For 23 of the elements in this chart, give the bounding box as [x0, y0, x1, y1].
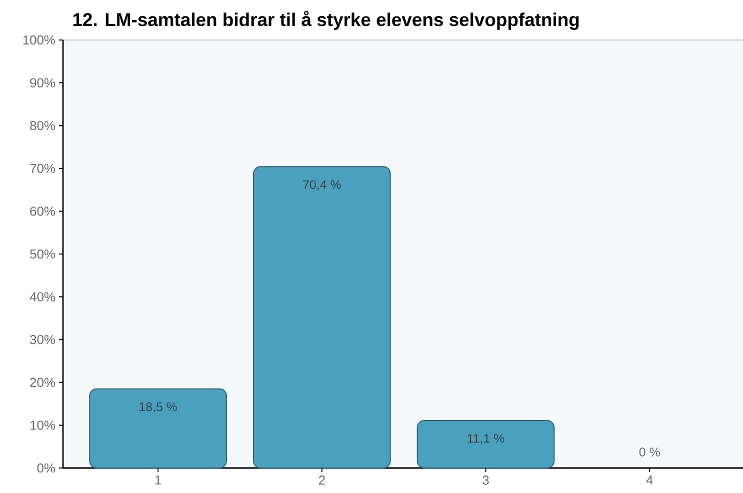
y-tick-label: 70%: [30, 164, 56, 173]
y-tick-label: 10%: [30, 420, 56, 430]
data-label: 11,1 %: [468, 434, 504, 444]
y-tick-label: 90%: [30, 78, 56, 88]
bar: [416, 420, 555, 468]
chart-title: 12. LM-samtalen bidrar til å styrke elevens selvoppfatning: [73, 10, 579, 30]
data-label: 18,5 %: [140, 402, 177, 413]
data-label: 0 %: [639, 448, 660, 456]
y-tick-label: 40%: [30, 292, 56, 302]
bar: [89, 388, 227, 468]
data-label: 70,4 %: [303, 180, 341, 190]
x-tick-label: 1: [155, 476, 162, 484]
bar: [252, 166, 391, 468]
x-tick-label: 4: [646, 476, 653, 484]
y-tick-label: 100%: [23, 35, 56, 45]
y-tick-label: 50%: [30, 249, 56, 259]
x-tick-label: 2: [318, 476, 325, 485]
y-tick-label: 30%: [30, 335, 56, 344]
y-tick-label: 0%: [37, 463, 56, 473]
y-tick-label: 20%: [30, 378, 56, 387]
x-tick-label: 3: [482, 476, 489, 485]
y-tick-label: 60%: [30, 206, 56, 216]
y-tick-label: 80%: [30, 121, 56, 130]
